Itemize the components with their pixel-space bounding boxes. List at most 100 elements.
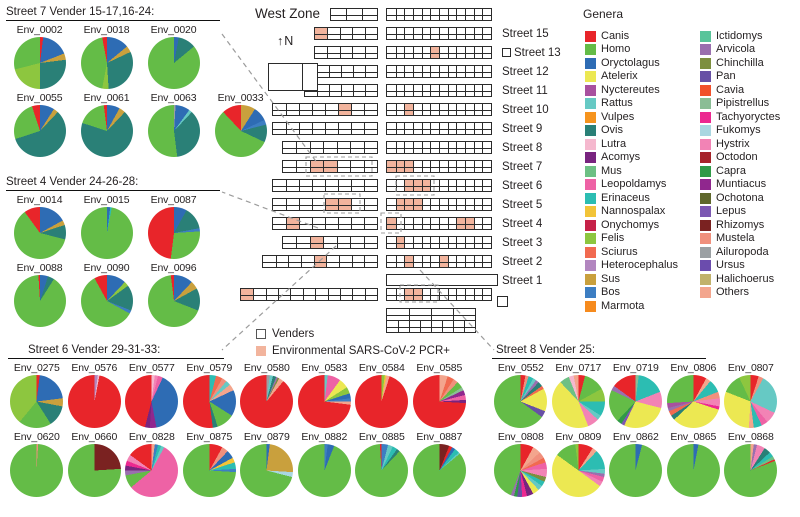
stall-cell [439, 147, 448, 153]
stall-cell [315, 294, 328, 300]
stall-cell [361, 14, 377, 20]
stall-cell [253, 294, 266, 300]
genus-label: Heterocephalus [601, 259, 679, 271]
genus-label: Muntiacus [716, 178, 767, 190]
stall-cell [473, 147, 483, 153]
genus-label: Lepus [716, 205, 746, 217]
stall-cell-pcr-positive [387, 166, 396, 172]
stall-cell [351, 104, 364, 110]
stall-cell [395, 28, 405, 34]
stall-cell [299, 204, 312, 210]
stall-cell [431, 326, 442, 332]
pie-chart-Env_0014 [13, 207, 66, 259]
street-label-text: Street 2 [502, 255, 543, 268]
stall-cell [336, 147, 351, 153]
pie-label: Env_0552 [497, 362, 544, 374]
stall-cell [387, 109, 396, 116]
street-label: Street 6 [502, 179, 542, 192]
genera-legend-item: Pipistrellus [700, 98, 769, 110]
group-header-street7: Street 7 Vender 15-17,16-24: [6, 6, 220, 21]
stall-strip [262, 255, 378, 268]
stall-cell [439, 14, 448, 20]
stall-cell [473, 256, 483, 262]
stall-cell [456, 180, 465, 186]
stall-cell [430, 261, 439, 267]
genus-color-swatch [700, 179, 711, 190]
genus-color-swatch [585, 30, 596, 42]
stall-cell [413, 123, 422, 129]
stall-cell [305, 90, 317, 97]
genus-label: Homo [601, 43, 631, 55]
pie-cell: Env_0033 [207, 92, 274, 157]
stall-cell [351, 185, 364, 191]
pie-cell: Env_0868 [722, 431, 780, 497]
stall-strip [386, 103, 492, 116]
stall-cell [482, 66, 491, 72]
pie-label: Env_0875 [186, 431, 233, 443]
pie-label: Env_0808 [497, 431, 544, 443]
stall-strip [386, 8, 492, 21]
stall-cell [421, 52, 431, 58]
stall-strip [386, 27, 492, 40]
stall-cell [353, 71, 365, 77]
genus-label: Canis [601, 29, 630, 42]
street-label-text: Street 9 [502, 122, 543, 135]
stall-cell [439, 166, 448, 172]
pie-label: Env_0580 [243, 362, 290, 374]
map-title: West Zone [255, 6, 321, 21]
stall-cell [421, 261, 431, 267]
stall-cell [387, 326, 398, 333]
stall-cell [456, 261, 465, 267]
stall-cell [336, 242, 351, 248]
street-label-text: Street 4 [502, 217, 543, 230]
genus-color-swatch [585, 206, 596, 217]
street-label-text: Street 6 [502, 179, 543, 192]
genus-label: Nyctereutes [601, 83, 660, 96]
stall-cell [447, 237, 457, 243]
stall-cell [473, 33, 483, 39]
genera-legend-item: Octodon [700, 152, 758, 164]
stall-cell [364, 218, 377, 224]
street-label: Street 7 [502, 160, 542, 173]
pie-row: Env_0620 Env_0660 Env_0828 Env_0875 Env_0879… [8, 431, 468, 497]
stall-cell [430, 71, 439, 77]
stall-cell-pcr-positive [404, 185, 413, 191]
stall-cell [312, 128, 325, 134]
genera-legend-item: Rattus [585, 98, 633, 110]
stall-cell [413, 261, 422, 267]
genera-legend-item: Ursus [700, 260, 745, 272]
genus-color-swatch [585, 44, 596, 55]
pie-chart-Env_0865 [666, 444, 720, 497]
stall-cell [465, 204, 474, 210]
stall-cell [464, 326, 475, 332]
pie-label: Env_0576 [71, 362, 118, 374]
pie-label: Env_0088 [16, 262, 63, 274]
pie-label: Env_0879 [243, 431, 290, 443]
pie-label: Env_0807 [727, 362, 774, 374]
stall-cell [339, 33, 353, 39]
stall-cell [482, 261, 491, 267]
stall-cell [421, 28, 431, 34]
pie-cell: Env_0020 [140, 24, 207, 89]
stall-cell [365, 85, 377, 91]
pie-cell: Env_0660 [66, 431, 124, 497]
pie-label: Env_0887 [416, 431, 463, 443]
genera-legend-item: Mus [585, 165, 622, 177]
stall-cell [353, 66, 365, 72]
stall-cell [482, 28, 491, 34]
genus-color-swatch [585, 152, 596, 163]
stall-cell-pcr-positive [413, 204, 422, 210]
pie-chart-Env_0868 [724, 444, 778, 497]
pie-chart-Env_0828 [125, 444, 179, 497]
stall-cell [482, 161, 491, 167]
stall-cell-pcr-positive [338, 109, 351, 115]
stall-cell [312, 180, 325, 186]
stall-cell [430, 14, 439, 20]
stall-cell [346, 9, 361, 15]
pie-cell: Env_0808 [492, 431, 550, 497]
west-boundary-rect [268, 63, 318, 91]
stall-cell [439, 142, 448, 148]
stall-cell [413, 161, 422, 167]
stall-cell [325, 185, 338, 191]
stall-cell [447, 180, 457, 186]
